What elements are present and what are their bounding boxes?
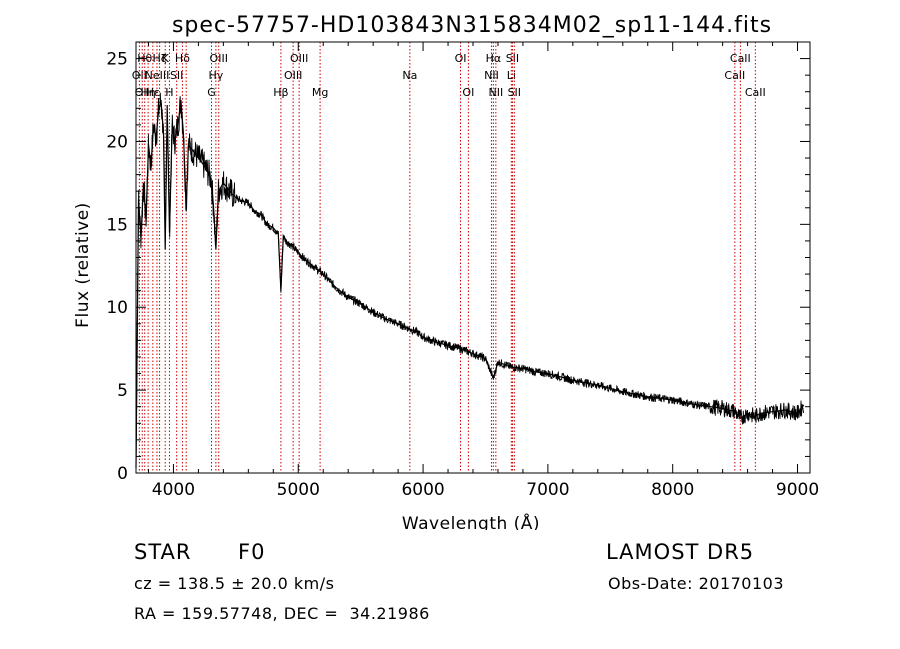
x-tick-label-2: 6000 — [401, 480, 444, 500]
redshift-value: cz = 138.5 ± 20.0 km/s — [134, 574, 335, 593]
line-label-29: CaII — [730, 52, 751, 65]
y-tick-label-5: 25 — [106, 50, 128, 70]
line-label-27: SII — [508, 86, 521, 99]
line-label-10: Hδ — [175, 52, 190, 65]
emission-line-markers: OIIOIIHθHηHεNeIIIHζKHSIIHδGHγOIIIHβOIIIO… — [132, 42, 766, 473]
line-label-16: OIII — [284, 69, 302, 82]
spectrum-chart: spec-57757-HD103843N315834M02_sp11-144.f… — [73, 13, 819, 530]
x-axis-label: Wavelength (Å) — [402, 512, 540, 530]
line-label-24: NII — [488, 86, 503, 99]
line-label-21: OI — [462, 86, 474, 99]
y-axis-label: Flux (relative) — [73, 202, 93, 328]
object-subclass: F0 — [238, 540, 266, 564]
x-tick-label-0: 4000 — [152, 480, 195, 500]
line-label-18: Mg — [312, 86, 328, 99]
plot-frame — [135, 41, 811, 474]
coordinates: RA = 159.57748, DEC = 34.21986 — [134, 604, 430, 623]
line-label-22: NII — [484, 69, 499, 82]
line-label-6: Hζ — [152, 52, 166, 65]
line-label-7: K — [162, 52, 170, 65]
line-label-14: OIII — [210, 52, 228, 65]
line-label-3: Hη — [140, 86, 155, 99]
survey-name: LAMOST DR5 — [606, 540, 755, 564]
line-label-1: OII — [135, 86, 150, 99]
object-class: STAR — [134, 540, 192, 564]
x-tick-label-4: 8000 — [651, 480, 694, 500]
line-label-28: CaII — [724, 69, 745, 82]
line-label-4: Hε — [146, 86, 160, 99]
line-label-15: Hβ — [273, 86, 288, 99]
chart-title: spec-57757-HD103843N315834M02_sp11-144.f… — [172, 13, 772, 38]
y-tick-label-3: 15 — [106, 215, 128, 235]
line-label-17: OIII — [290, 52, 308, 65]
y-tick-label-0: 0 — [117, 464, 128, 484]
spectrum-line — [135, 99, 805, 469]
x-tick-label-1: 5000 — [277, 480, 320, 500]
y-tick-label-1: 5 — [117, 381, 128, 401]
x-tick-label-3: 7000 — [526, 480, 569, 500]
line-label-12: G — [207, 86, 216, 99]
line-label-13: Hγ — [208, 69, 223, 82]
line-label-23: Hα — [486, 52, 502, 65]
y-tick-label-2: 10 — [106, 298, 128, 318]
axes: 4000 5000 6000 7000 8000 9000 0 5 10 15 20 25 — [106, 41, 819, 500]
spectrum-noise — [135, 92, 805, 469]
spectrum-series — [135, 92, 805, 469]
line-label-26: SII — [506, 52, 519, 65]
x-tick-label-5: 9000 — [776, 480, 819, 500]
line-label-9: SII — [170, 69, 183, 82]
y-tick-label-4: 20 — [106, 132, 128, 152]
line-label-30: CaII — [745, 86, 766, 99]
line-label-25: Li — [507, 69, 516, 82]
line-label-20: OI — [455, 52, 467, 65]
line-label-19: Na — [402, 69, 417, 82]
line-label-5: NeIII — [145, 69, 170, 82]
obs-date: Obs-Date: 20170103 — [608, 574, 785, 593]
line-label-8: H — [165, 86, 173, 99]
